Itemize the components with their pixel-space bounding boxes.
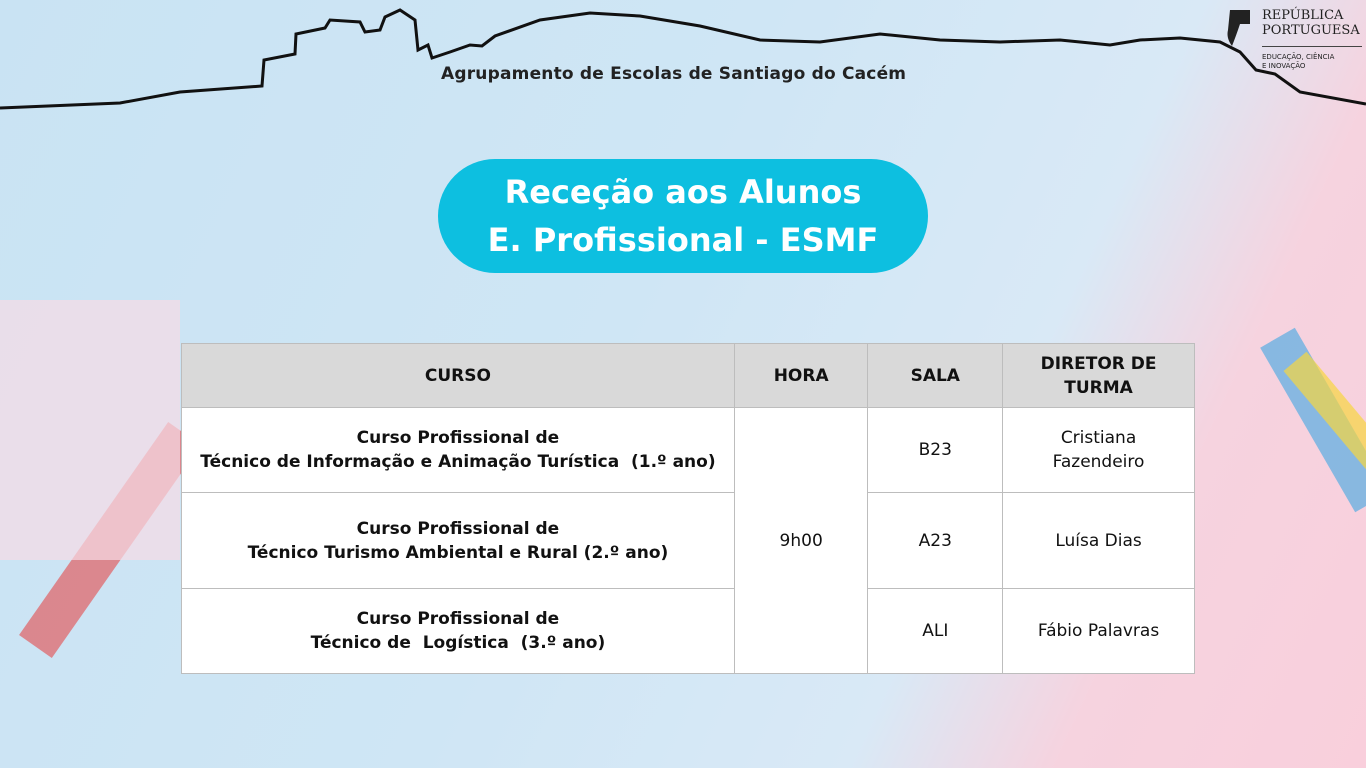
skyline-drawing	[0, 8, 1366, 110]
table-row: Curso Profissional de Técnico Turismo Amb…	[181, 492, 1195, 589]
logo-divider	[1262, 46, 1362, 47]
diretor-cell: Luísa Dias	[1002, 492, 1195, 589]
header-diretor: DIRETOR DE TURMA	[1002, 343, 1195, 408]
header-sala: SALA	[867, 343, 1004, 408]
title-line-2: E. Profissional - ESMF	[487, 221, 879, 259]
table-header-row: CURSO HORA SALA DIRETOR DE TURMA	[181, 343, 1195, 408]
curso-cell: Curso Profissional de Técnico Turismo Amb…	[181, 492, 735, 589]
logo-leaf-icon	[1227, 10, 1250, 46]
logo-line-4: E INOVAÇÃO	[1262, 62, 1306, 70]
logo-line-3: EDUCAÇÃO, CIÊNCIA	[1262, 53, 1335, 61]
title-banner: Receção aos Alunos E. Profissional - ESM…	[438, 159, 928, 273]
hora-cell: 9h00	[733, 407, 869, 674]
notebook-decoration	[0, 300, 180, 560]
title-line-1: Receção aos Alunos	[504, 173, 862, 211]
logo-line-2: PORTUGUESA	[1262, 23, 1360, 38]
logo-line-1: REPÚBLICA	[1262, 8, 1344, 23]
diretor-cell: Fábio Palavras	[1002, 588, 1195, 674]
school-name: Agrupamento de Escolas de Santiago do Ca…	[441, 64, 907, 84]
sala-cell: A23	[867, 492, 1004, 589]
schedule-table: CURSO HORA SALA DIRETOR DE TURMA Curso P…	[181, 343, 1195, 674]
curso-cell: Curso Profissional de Técnico de Logístic…	[181, 588, 735, 674]
header-curso: CURSO	[181, 343, 735, 408]
curso-cell: Curso Profissional de Técnico de Informaç…	[181, 407, 735, 493]
diretor-cell: Cristiana Fazendeiro	[1002, 407, 1195, 493]
header-hora: HORA	[733, 343, 869, 408]
sala-cell: B23	[867, 407, 1004, 493]
table-row: Curso Profissional de Técnico de Informaç…	[181, 407, 1195, 674]
sala-cell: ALI	[867, 588, 1004, 674]
table-row: Curso Profissional de Técnico de Logístic…	[181, 588, 1195, 674]
